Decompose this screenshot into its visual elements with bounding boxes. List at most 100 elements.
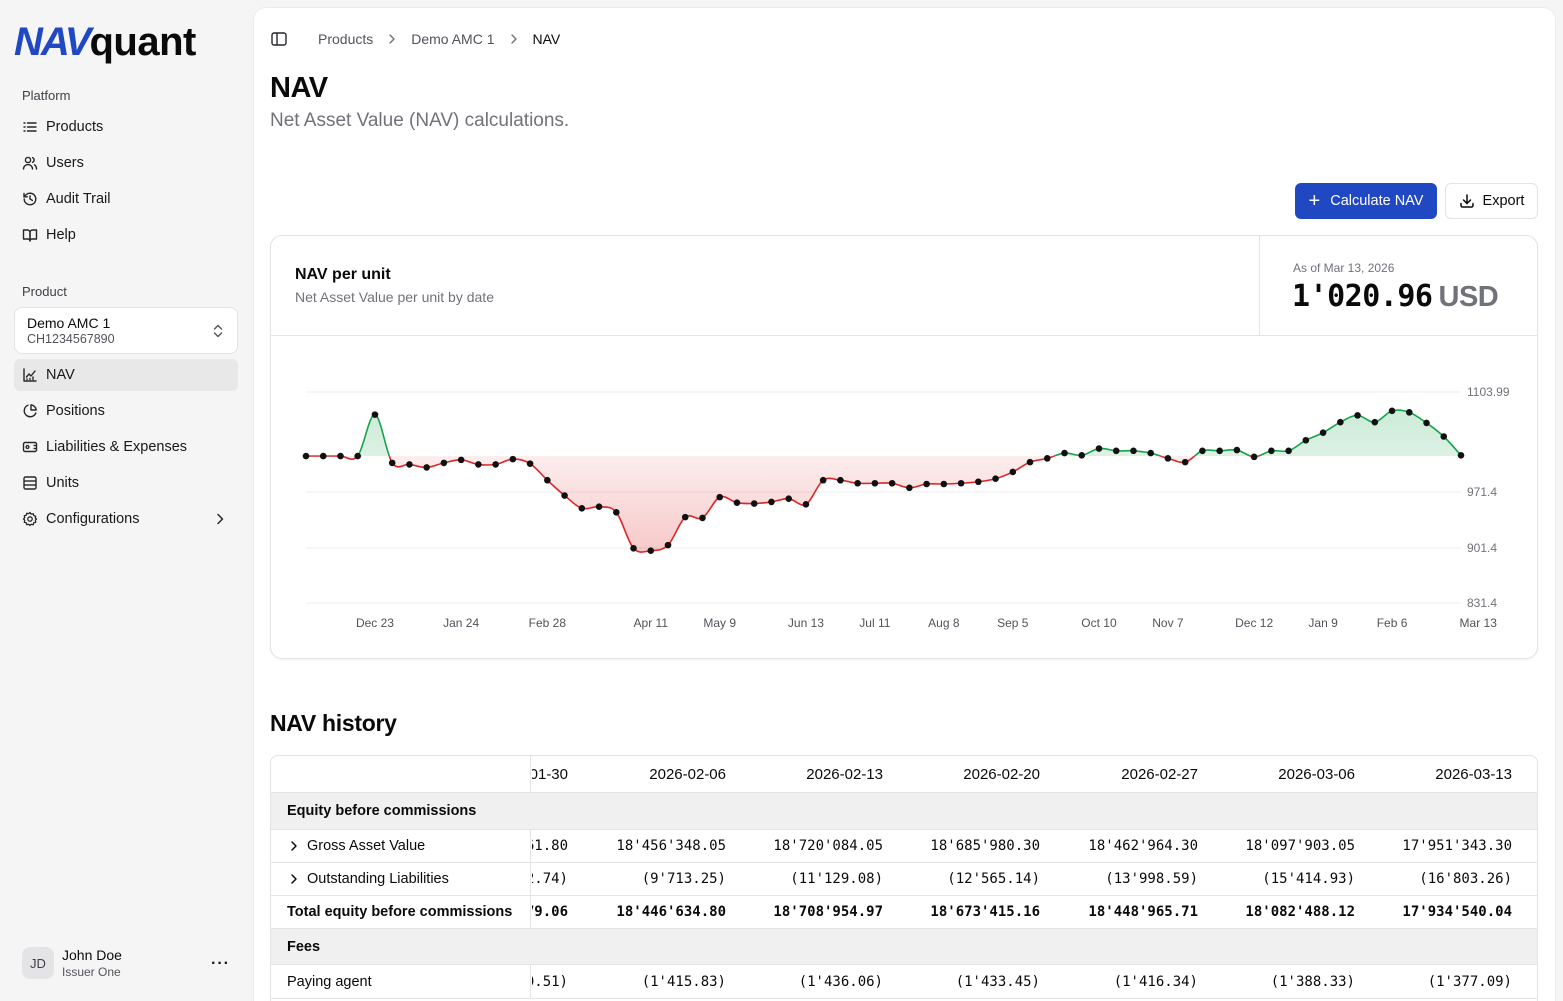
logo-mark: NAV bbox=[14, 20, 91, 64]
data-point bbox=[578, 505, 586, 512]
calculate-nav-label: Calculate NAV bbox=[1330, 193, 1424, 209]
page-title: NAV bbox=[270, 72, 328, 104]
nav-chart-svg: 1103.99 971.4 901.4 831.4 Dec 23 Jan 24 Feb 28… bbox=[302, 385, 1510, 630]
logo-text: quant bbox=[89, 20, 196, 64]
value-cell: 17'951'343.30 bbox=[1402, 838, 1512, 854]
sidebar-item-nav[interactable]: NAV bbox=[14, 359, 238, 391]
product-selector[interactable]: Demo AMC 1 CH1234567890 bbox=[14, 307, 238, 354]
data-point bbox=[647, 547, 655, 554]
value-cell: (11'129.08) bbox=[790, 871, 883, 887]
data-point bbox=[1233, 446, 1241, 454]
navquant-logo[interactable]: NAV quant bbox=[14, 16, 196, 64]
header-label-cell bbox=[271, 756, 531, 792]
date-header: 2026-01-30 bbox=[532, 765, 568, 783]
users-icon bbox=[22, 155, 38, 171]
product-name: Demo AMC 1 bbox=[27, 315, 111, 331]
row-cells: (8'382.74) (9'713.25) (11'129.08) (12'56… bbox=[532, 863, 1537, 895]
sidebar-item-label: Audit Trail bbox=[46, 191, 111, 207]
data-point bbox=[1319, 429, 1327, 437]
area-below-baseline bbox=[306, 456, 1461, 553]
data-point bbox=[423, 464, 430, 471]
breadcrumb-products[interactable]: Products bbox=[318, 31, 374, 47]
data-point bbox=[1371, 418, 1379, 426]
sidebar-item-help[interactable]: Help bbox=[14, 219, 238, 251]
data-point bbox=[475, 461, 482, 468]
export-label: Export bbox=[1482, 193, 1525, 209]
calculate-nav-button[interactable]: + Calculate NAV bbox=[1295, 183, 1437, 219]
data-point bbox=[871, 479, 879, 487]
table-row: Paying agent (1'410.51) (1'415.83) (1'43… bbox=[271, 965, 1537, 999]
value-cell: (9'713.25) bbox=[641, 871, 726, 887]
data-point bbox=[509, 455, 517, 463]
data-point bbox=[319, 452, 327, 460]
sidebar-item-label: Configurations bbox=[46, 511, 140, 527]
row-label-text: Total equity before commissions bbox=[271, 896, 531, 928]
sidebar-item-positions[interactable]: Positions bbox=[14, 395, 238, 427]
table-total-row: Total equity before commissions 18'413'5… bbox=[271, 896, 1537, 929]
plus-icon: + bbox=[1308, 190, 1321, 212]
sidebar-item-units[interactable]: Units bbox=[14, 467, 238, 499]
data-point bbox=[940, 480, 948, 488]
value-cell: 18'448'965.71 bbox=[1088, 904, 1198, 920]
x-tick-label: Jan 9 bbox=[1308, 616, 1338, 630]
value-cell: 18'462'964.30 bbox=[1088, 838, 1198, 854]
x-tick-label: Jan 24 bbox=[443, 616, 479, 630]
data-point bbox=[1405, 409, 1413, 416]
sidebar-item-configurations[interactable]: Configurations bbox=[14, 503, 238, 535]
data-point bbox=[992, 475, 999, 483]
product-group-label: Product bbox=[22, 284, 67, 299]
date-header: 2026-03-06 bbox=[1278, 765, 1355, 783]
sidebar-item-audit-trail[interactable]: Audit Trail bbox=[14, 183, 238, 215]
value-cell: (1'410.51) bbox=[532, 973, 568, 990]
user-menu[interactable]: JD John Doe Issuer One ··· bbox=[14, 939, 238, 987]
sidebar-item-label: Liabilities & Expenses bbox=[46, 439, 188, 455]
user-role: Issuer One bbox=[62, 965, 121, 979]
data-point bbox=[561, 492, 568, 499]
sidebar-item-label: Positions bbox=[46, 403, 105, 419]
value-cell: 18'421'961.80 bbox=[532, 838, 568, 854]
table-row[interactable]: Outstanding Liabilities (8'382.74) (9'71… bbox=[271, 863, 1537, 896]
value-cell: 18'708'954.97 bbox=[773, 904, 883, 920]
row-label: Gross Asset Value bbox=[271, 830, 531, 862]
chevron-right-icon[interactable] bbox=[287, 872, 301, 886]
row-label-text: Paying agent bbox=[271, 965, 531, 998]
chevron-right-icon[interactable] bbox=[287, 839, 301, 853]
date-header: 2026-02-20 bbox=[963, 765, 1040, 783]
date-header: 2026-03-13 bbox=[1435, 765, 1512, 783]
date-header: 2026-02-27 bbox=[1121, 765, 1198, 783]
section-label: Equity before commissions bbox=[271, 793, 531, 829]
header-cells[interactable]: 2026-01-30 2026-02-06 2026-02-13 2026-02… bbox=[532, 756, 1537, 792]
date-header: 2026-02-06 bbox=[649, 765, 726, 783]
data-point bbox=[888, 479, 896, 487]
sidebar-toggle-icon[interactable] bbox=[270, 30, 288, 48]
x-tick-label: Aug 8 bbox=[928, 616, 960, 630]
data-point bbox=[750, 500, 758, 507]
data-point bbox=[733, 499, 741, 507]
data-point bbox=[975, 478, 982, 486]
table-row[interactable]: Gross Asset Value 18'421'961.80 18'456'3… bbox=[271, 830, 1537, 863]
chevron-right-icon bbox=[510, 34, 517, 44]
more-horizontal-icon[interactable]: ··· bbox=[211, 955, 230, 972]
value-cell: (1'388.33) bbox=[1270, 973, 1355, 990]
gear-icon bbox=[22, 511, 38, 527]
table-section-row: Fees bbox=[271, 929, 1537, 965]
sidebar-item-liabilities-expenses[interactable]: Liabilities & Expenses bbox=[14, 431, 238, 463]
x-tick-label: Oct 10 bbox=[1081, 616, 1117, 630]
nav-per-unit-card: NAV per unit Net Asset Value per unit by… bbox=[270, 235, 1538, 659]
sidebar-item-label: NAV bbox=[46, 367, 75, 383]
data-point bbox=[492, 461, 499, 468]
chevron-right-icon bbox=[217, 513, 224, 525]
export-button[interactable]: Export bbox=[1445, 183, 1538, 219]
data-point bbox=[1061, 449, 1068, 457]
x-tick-label: Nov 7 bbox=[1152, 616, 1184, 630]
table-header-row: 2026-01-30 2026-02-06 2026-02-13 2026-02… bbox=[271, 756, 1537, 793]
table-section-row: Equity before commissions bbox=[271, 793, 1537, 830]
x-tick-label: Sep 5 bbox=[997, 616, 1029, 630]
data-point bbox=[354, 452, 362, 460]
sidebar-item-products[interactable]: Products bbox=[14, 111, 238, 143]
as-of-date: As of Mar 13, 2026 bbox=[1293, 261, 1395, 275]
data-point bbox=[1147, 449, 1155, 457]
breadcrumb-product[interactable]: Demo AMC 1 bbox=[411, 31, 495, 47]
page-subtitle: Net Asset Value (NAV) calculations. bbox=[270, 110, 570, 131]
sidebar-item-users[interactable]: Users bbox=[14, 147, 238, 179]
